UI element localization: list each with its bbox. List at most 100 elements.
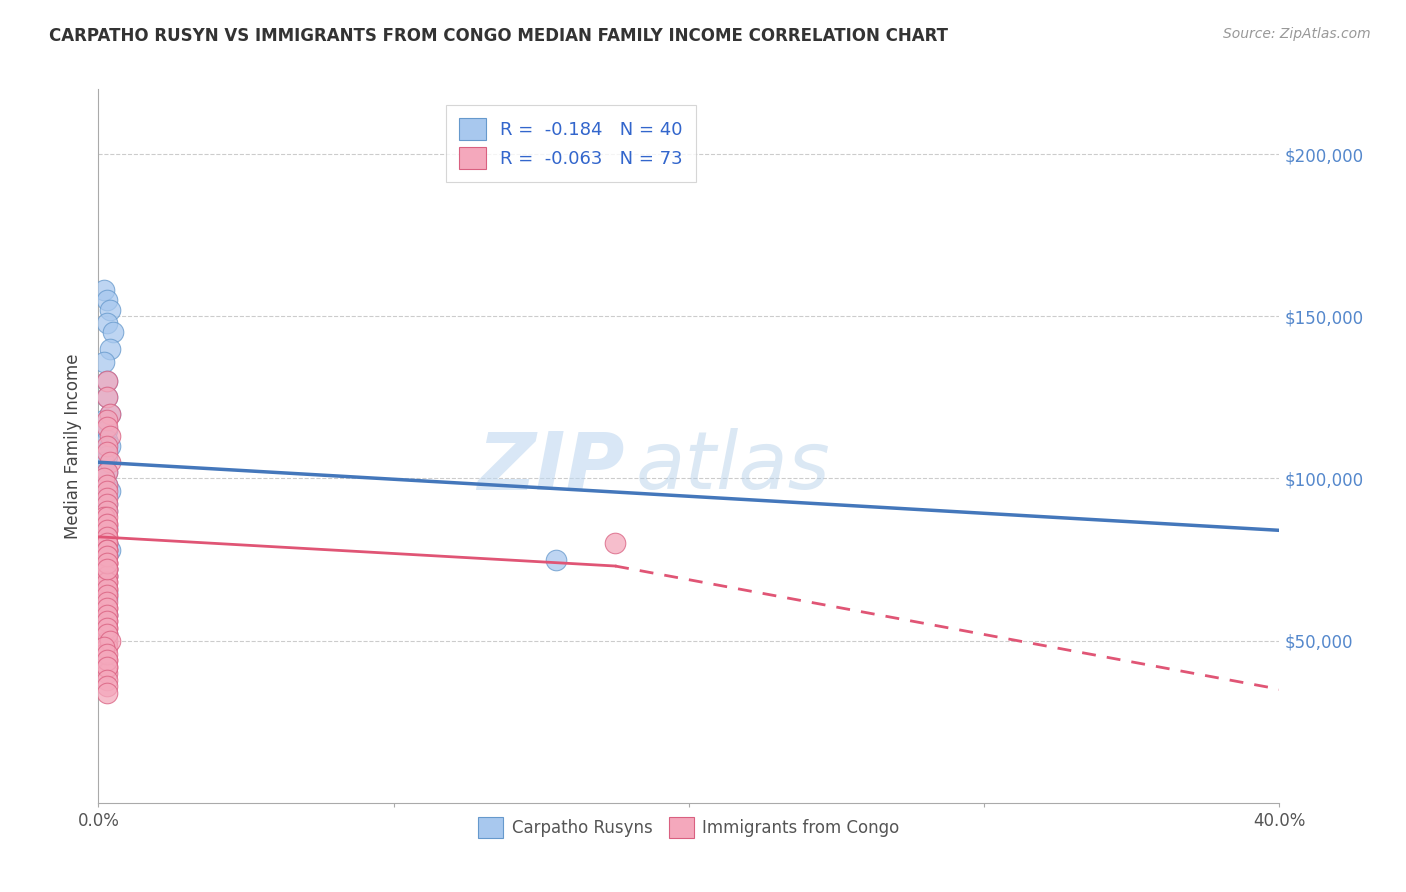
Point: [96, 293, 118, 307]
Point: [96, 653, 118, 667]
Point: [96, 659, 118, 673]
Point: [93, 617, 115, 632]
Point: [96, 621, 118, 635]
Point: [93, 598, 115, 612]
Point: [96, 497, 118, 511]
Point: [96, 627, 118, 641]
Point: [96, 653, 118, 667]
Point: [96, 627, 118, 641]
Point: [96, 530, 118, 544]
Point: [93, 526, 115, 541]
Point: [96, 556, 118, 570]
Text: CARPATHO RUSYN VS IMMIGRANTS FROM CONGO MEDIAN FAMILY INCOME CORRELATION CHART: CARPATHO RUSYN VS IMMIGRANTS FROM CONGO …: [49, 27, 948, 45]
Text: atlas: atlas: [636, 428, 831, 507]
Point: [96, 497, 118, 511]
Point: [96, 374, 118, 388]
Point: [96, 549, 118, 564]
Point: [96, 423, 118, 437]
Point: [96, 478, 118, 492]
Point: [93, 640, 115, 654]
Point: [96, 647, 118, 661]
Point: [98, 302, 121, 317]
Point: [98, 633, 121, 648]
Point: [96, 633, 118, 648]
Point: [96, 659, 118, 673]
Point: [93, 510, 115, 524]
Text: Source: ZipAtlas.com: Source: ZipAtlas.com: [1223, 27, 1371, 41]
Point: [93, 283, 115, 297]
Point: [96, 542, 118, 557]
Point: [93, 549, 115, 564]
Point: [96, 374, 118, 388]
Point: [96, 504, 118, 518]
Point: [96, 556, 118, 570]
Point: [96, 607, 118, 622]
Point: [96, 390, 118, 404]
Point: [103, 326, 125, 340]
Point: [98, 439, 121, 453]
Point: [96, 536, 118, 550]
Point: [546, 552, 568, 566]
Point: [98, 484, 121, 499]
Point: [96, 549, 118, 564]
Point: [96, 316, 118, 330]
Point: [93, 491, 115, 505]
Point: [96, 582, 118, 596]
Point: [98, 407, 121, 421]
Point: [96, 640, 118, 654]
Point: [96, 627, 118, 641]
Point: [93, 354, 115, 368]
Point: [96, 445, 118, 459]
Point: [96, 595, 118, 609]
Point: [93, 510, 115, 524]
Point: [96, 585, 118, 599]
Point: [98, 455, 121, 469]
Point: [93, 471, 115, 485]
Point: [96, 520, 118, 534]
Text: ZIP: ZIP: [477, 428, 624, 507]
Point: [96, 588, 118, 602]
Point: [96, 530, 118, 544]
Point: [96, 504, 118, 518]
Point: [96, 536, 118, 550]
Point: [96, 556, 118, 570]
Point: [96, 614, 118, 628]
Point: [98, 542, 121, 557]
Point: [96, 591, 118, 606]
Point: [96, 542, 118, 557]
Point: [96, 524, 118, 538]
Point: [96, 524, 118, 538]
Point: [96, 465, 118, 479]
Point: [96, 484, 118, 499]
Point: [96, 516, 118, 531]
Point: [96, 601, 118, 615]
Point: [96, 542, 118, 557]
Point: [605, 536, 627, 550]
Point: [96, 465, 118, 479]
Point: [96, 413, 118, 427]
Point: [96, 614, 118, 628]
Point: [96, 562, 118, 576]
Point: [96, 516, 118, 531]
Point: [96, 510, 118, 524]
Point: [96, 575, 118, 590]
Legend: Carpatho Rusyns, Immigrants from Congo: Carpatho Rusyns, Immigrants from Congo: [471, 811, 907, 845]
Point: [96, 685, 118, 699]
Point: [96, 562, 118, 576]
Point: [93, 595, 115, 609]
Point: [96, 582, 118, 596]
Point: [96, 491, 118, 505]
Point: [96, 449, 118, 463]
Point: [96, 601, 118, 615]
Point: [98, 342, 121, 356]
Point: [93, 455, 115, 469]
Point: [93, 647, 115, 661]
Point: [93, 413, 115, 427]
Point: [96, 536, 118, 550]
Point: [93, 556, 115, 570]
Point: [98, 429, 121, 443]
Point: [96, 588, 118, 602]
Point: [96, 607, 118, 622]
Point: [96, 478, 118, 492]
Point: [93, 471, 115, 485]
